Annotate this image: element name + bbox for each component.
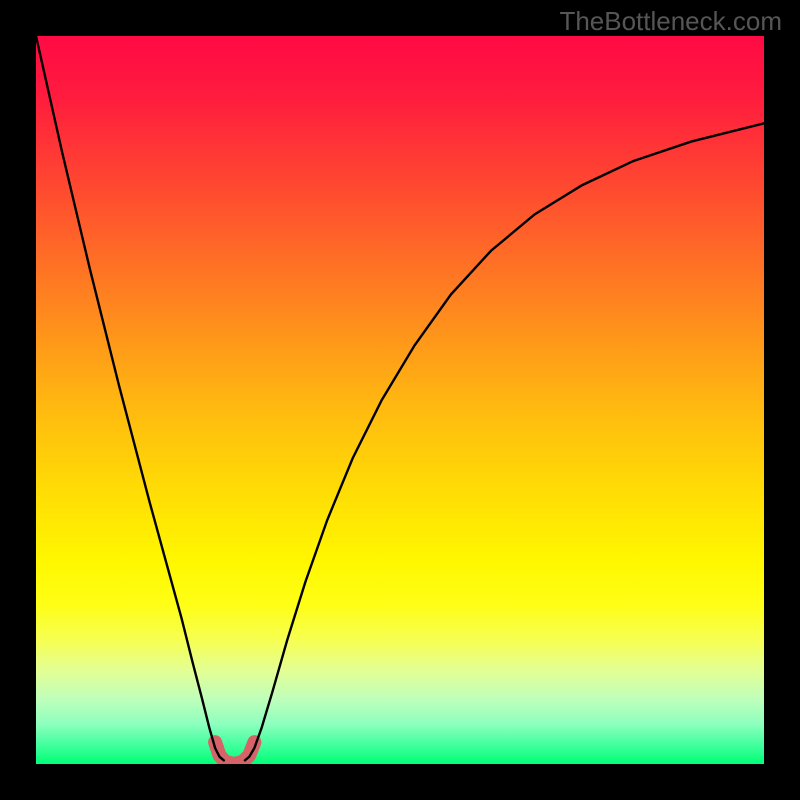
curve-right bbox=[245, 123, 764, 760]
chart-root: TheBottleneck.com bbox=[0, 0, 800, 800]
watermark-text: TheBottleneck.com bbox=[559, 6, 782, 37]
plot-area bbox=[36, 36, 764, 764]
curve-left bbox=[36, 36, 224, 760]
bottom-u-marker bbox=[215, 742, 254, 764]
plot-svg bbox=[36, 36, 764, 764]
